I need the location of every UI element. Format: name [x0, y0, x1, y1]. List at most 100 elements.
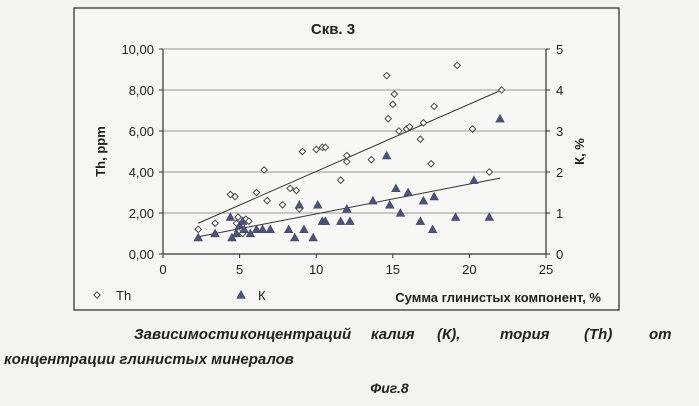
y-left-tick-label: 0,00	[129, 247, 154, 262]
caption-word: (К),	[437, 326, 461, 343]
x-tick-label: 25	[539, 262, 553, 277]
k-point	[313, 199, 323, 209]
y-left-tick-label: 8,00	[129, 83, 154, 98]
k-point	[210, 228, 220, 238]
y-right-tick-label: 0	[556, 247, 563, 262]
y-right-tick-label: 3	[556, 124, 563, 139]
th-point	[263, 196, 272, 205]
k-point	[403, 187, 413, 197]
k-point	[294, 199, 305, 209]
th-point	[388, 100, 397, 109]
trendline-k	[198, 177, 501, 238]
k-point	[484, 212, 495, 221]
th-point	[419, 118, 428, 127]
th-point	[453, 61, 462, 70]
k-point	[231, 228, 242, 238]
x-tick-label: 0	[159, 262, 166, 277]
k-point	[450, 212, 461, 221]
k-point	[342, 204, 352, 213]
th-point	[468, 125, 477, 133]
th-point	[342, 157, 351, 166]
k-point	[308, 232, 318, 242]
x-tick-label: 20	[462, 262, 476, 277]
chart: 0,00 2,00 4,00 6,00 8,00 10,00 0 1 2 3 4 5 0 5 10 15 20 2…	[73, 7, 620, 311]
th-point	[292, 186, 301, 195]
th-point	[194, 225, 203, 234]
legend-th-label: Th	[116, 288, 131, 303]
k-point	[495, 113, 505, 123]
k-point	[251, 224, 262, 234]
k-point	[265, 224, 275, 234]
k-point	[469, 175, 479, 184]
k-point	[299, 224, 309, 234]
y-right-axis-label: К, %	[572, 138, 587, 165]
k-point	[385, 199, 395, 209]
k-point	[427, 224, 438, 234]
y-left-axis-label: Th, ppm	[93, 126, 108, 177]
y-right-tick-label: 5	[556, 42, 563, 57]
th-point	[252, 188, 261, 197]
th-point	[405, 122, 414, 131]
trendline-th	[198, 89, 502, 224]
k-point	[239, 224, 249, 234]
caption-line-1: Зависимости концентраций калия (К), тори…	[0, 326, 699, 348]
k-point	[234, 220, 245, 229]
k-point	[391, 183, 401, 193]
legend-k-label: К	[258, 288, 266, 303]
y-left-tick-label: 2,00	[129, 206, 154, 221]
th-point	[427, 159, 436, 168]
x-axis-label: Сумма глинистых компонент, %	[395, 290, 601, 305]
th-point	[367, 155, 376, 164]
th-point	[336, 176, 345, 185]
k-point	[381, 150, 392, 160]
th-point	[286, 184, 295, 193]
k-point	[257, 224, 268, 234]
caption-word: (Th)	[584, 326, 613, 343]
legend-k-marker	[236, 290, 246, 299]
th-point	[244, 217, 253, 226]
th-point	[497, 86, 506, 94]
k-point	[336, 216, 346, 225]
plot-area	[163, 49, 546, 254]
legend-th-marker	[93, 291, 101, 299]
th-point	[260, 166, 269, 174]
th-point	[382, 71, 391, 80]
th-point	[231, 192, 239, 201]
caption-word: концентраций	[240, 326, 352, 343]
k-point	[320, 216, 331, 225]
k-point	[283, 224, 294, 234]
k-point	[368, 195, 378, 205]
th-point	[395, 127, 403, 135]
th-point	[390, 90, 399, 99]
k-point	[227, 232, 237, 242]
th-point	[384, 114, 393, 123]
k-point	[193, 232, 203, 242]
y-left-tick-label: 10,00	[121, 42, 154, 57]
caption-line-2: концентрации глинистых минералов	[4, 351, 294, 368]
y-right-tick-label: 1	[556, 206, 563, 221]
y-left-tick-label: 6,00	[129, 124, 154, 139]
k-point	[225, 212, 236, 221]
k-point	[418, 195, 429, 205]
k-point	[415, 216, 426, 225]
th-point	[298, 147, 307, 156]
caption-word: от	[649, 326, 672, 343]
caption-word: калия	[371, 326, 415, 343]
caption-word: тория	[500, 326, 550, 343]
th-point	[278, 200, 287, 209]
k-point	[290, 232, 300, 242]
th-point	[416, 135, 425, 144]
x-tick-label: 10	[309, 262, 323, 277]
th-point	[430, 102, 439, 111]
k-point	[245, 228, 256, 238]
k-point	[237, 216, 248, 225]
chart-title: Скв. 3	[311, 21, 355, 38]
th-point	[485, 168, 494, 176]
k-point	[429, 191, 439, 201]
k-point	[395, 208, 406, 217]
th-point	[234, 213, 242, 222]
chart-svg: 0,00 2,00 4,00 6,00 8,00 10,00 0 1 2 3 4 5 0 5 10 15 20 2…	[73, 7, 620, 311]
x-tick-label: 15	[386, 262, 400, 277]
caption-word: Зависимости	[134, 326, 239, 343]
th-point	[312, 145, 321, 154]
